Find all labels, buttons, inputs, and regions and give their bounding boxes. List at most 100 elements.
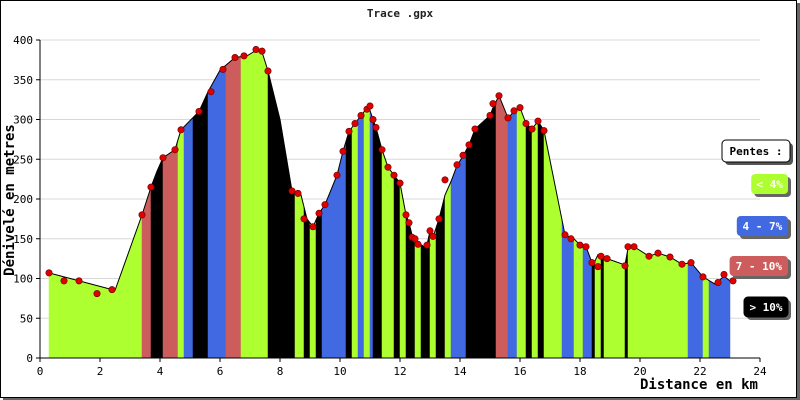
waypoint-marker bbox=[471, 125, 479, 133]
waypoint-marker bbox=[171, 146, 179, 154]
waypoint-marker bbox=[666, 253, 674, 261]
slope-segment-low bbox=[363, 105, 371, 359]
slope-segments bbox=[48, 50, 731, 359]
waypoint-marker bbox=[300, 215, 308, 223]
waypoint-marker bbox=[516, 104, 524, 112]
waypoint-marker bbox=[576, 241, 584, 249]
legend-swatch bbox=[736, 216, 788, 236]
slope-segment-steep bbox=[600, 255, 605, 359]
waypoint-marker bbox=[372, 124, 380, 132]
y-tick-label: 0 bbox=[26, 352, 33, 365]
waypoint-marker bbox=[459, 151, 467, 159]
slope-segment-low bbox=[603, 256, 626, 359]
y-tick-label: 50 bbox=[20, 312, 33, 325]
x-tick-label: 18 bbox=[573, 365, 586, 378]
x-tick-label: 8 bbox=[277, 365, 284, 378]
x-tick-label: 0 bbox=[37, 365, 44, 378]
y-tick-label: 100 bbox=[13, 273, 33, 286]
waypoint-marker bbox=[504, 114, 512, 122]
slope-segment-low bbox=[531, 120, 539, 359]
slope-segment-steep bbox=[591, 260, 596, 359]
slope-segment-low bbox=[414, 239, 422, 359]
slope-segment-low bbox=[444, 181, 452, 359]
tick-labels: 0 2 4 6 8 10 12 14 16 18 20 22 240501001502002503003… bbox=[13, 34, 767, 378]
y-tick-label: 250 bbox=[13, 153, 33, 166]
waypoint-marker bbox=[45, 269, 53, 277]
slope-segment-steep bbox=[345, 126, 353, 359]
slope-segment-high bbox=[162, 139, 179, 359]
waypoint-marker bbox=[423, 241, 431, 249]
waypoint-marker bbox=[315, 209, 323, 217]
x-tick-label: 22 bbox=[693, 365, 706, 378]
slope-segment-low bbox=[702, 276, 710, 359]
slope-segment-mid bbox=[507, 109, 518, 359]
y-tick-label: 350 bbox=[13, 74, 33, 87]
waypoint-marker bbox=[357, 112, 365, 120]
slope-segment-mid bbox=[183, 116, 194, 359]
legend-label: 7 - 10% bbox=[736, 260, 783, 273]
slope-segment-mid bbox=[357, 111, 365, 359]
waypoint-marker bbox=[621, 262, 629, 270]
x-tick-label: 12 bbox=[393, 365, 406, 378]
legend-label: > 10% bbox=[749, 301, 782, 314]
waypoint-marker bbox=[288, 187, 296, 195]
x-tick-label: 6 bbox=[217, 365, 224, 378]
waypoint-marker bbox=[429, 232, 437, 240]
legend-title-bg bbox=[721, 139, 791, 163]
waypoint-marker bbox=[177, 126, 185, 134]
waypoint-marker bbox=[159, 154, 167, 162]
waypoint-marker bbox=[294, 189, 302, 197]
legend-item: < 4% bbox=[751, 174, 791, 197]
waypoint-marker bbox=[495, 92, 503, 100]
waypoint-marker bbox=[231, 53, 239, 61]
waypoint-marker bbox=[333, 171, 341, 179]
slope-segment-steep bbox=[393, 174, 401, 359]
waypoint-marker bbox=[486, 112, 494, 120]
waypoint-marker bbox=[195, 108, 203, 116]
legend-swatch bbox=[743, 296, 789, 318]
waypoint-marker bbox=[465, 141, 473, 149]
waypoint-marker bbox=[645, 252, 653, 260]
waypoint-marker bbox=[654, 249, 662, 257]
x-axis-title: Distance en km bbox=[640, 377, 758, 393]
waypoint-marker bbox=[678, 260, 686, 268]
waypoint-marker bbox=[396, 179, 404, 187]
slope-segment-low bbox=[594, 254, 602, 359]
slope-segment-low bbox=[351, 118, 359, 359]
slope-segment-steep bbox=[537, 120, 545, 359]
waypoint-marker bbox=[402, 211, 410, 219]
waypoint-marker bbox=[351, 120, 359, 128]
slope-segment-steep bbox=[420, 230, 431, 359]
waypoint-marker bbox=[75, 277, 83, 285]
waypoint-marker bbox=[378, 146, 386, 154]
waypoint-marker bbox=[138, 211, 146, 219]
slope-segment-steep bbox=[315, 208, 323, 359]
slope-segment-low bbox=[516, 107, 527, 359]
slope-segment-steep bbox=[303, 206, 311, 359]
slope-segment-high bbox=[495, 95, 509, 359]
waypoint-marker bbox=[252, 45, 260, 53]
slope-segment-steep bbox=[525, 122, 533, 359]
legend-swatch bbox=[729, 256, 788, 276]
waypoint-marker bbox=[699, 273, 707, 281]
waypoint-marker bbox=[369, 116, 377, 124]
x-tick-label: 20 bbox=[633, 365, 646, 378]
waypoint-marker bbox=[219, 65, 227, 73]
slope-segment-low bbox=[309, 219, 317, 359]
waypoint-marker bbox=[453, 161, 461, 169]
waypoint-marker bbox=[720, 270, 728, 278]
waypoint-marker bbox=[588, 259, 596, 267]
waypoint-marker bbox=[321, 201, 329, 209]
slope-segment-low bbox=[429, 227, 437, 359]
waypoint-marker bbox=[567, 235, 575, 243]
waypoint-marker bbox=[561, 231, 569, 239]
x-tick-label: 14 bbox=[453, 365, 467, 378]
slope-segment-low bbox=[240, 50, 269, 359]
waypoint-marker bbox=[687, 259, 695, 267]
legend-title: Pentes : bbox=[730, 145, 783, 158]
legend-item: > 10% bbox=[743, 296, 791, 320]
legend-swatch bbox=[751, 174, 788, 194]
chart-title: Trace .gpx bbox=[367, 7, 434, 20]
waypoint-marker bbox=[582, 243, 590, 251]
waypoint-marker bbox=[93, 290, 101, 298]
